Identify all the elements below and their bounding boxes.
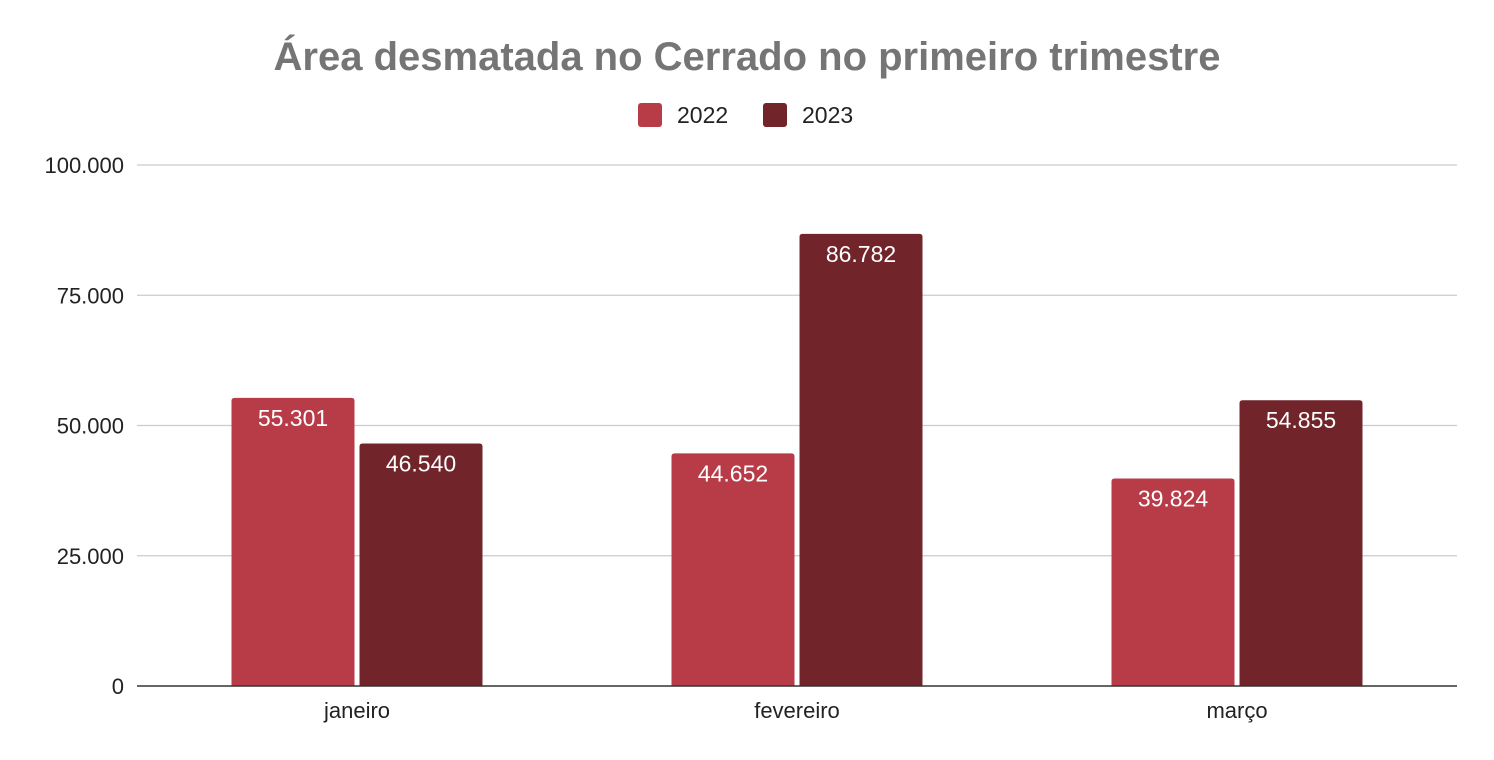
x-category-label: março (1206, 698, 1267, 723)
data-label-2023-janeiro: 46.540 (386, 451, 456, 477)
bar-2023-março (1239, 400, 1363, 686)
gridlines (137, 164, 1457, 557)
bar-2023-janeiro (359, 443, 483, 686)
legend-swatch-2022 (638, 103, 662, 127)
bar-2022-março (1111, 478, 1235, 686)
y-tick-label: 75.000 (57, 283, 124, 308)
y-tick-label: 0 (112, 674, 124, 699)
data-label-2023-fevereiro: 86.782 (826, 241, 896, 267)
legend-label-2022: 2022 (677, 102, 728, 128)
legend-item-2023: 2023 (763, 102, 853, 128)
x-category-label: janeiro (323, 698, 390, 723)
legend-swatch-2023 (763, 103, 787, 127)
legend: 2022 2023 (638, 102, 853, 128)
bars (231, 233, 1363, 686)
y-tick-label: 50.000 (57, 414, 124, 439)
data-label-2023-março: 54.855 (1266, 407, 1336, 433)
legend-item-2022: 2022 (638, 102, 728, 128)
bar-2023-fevereiro (799, 233, 923, 686)
data-label-2022-fevereiro: 44.652 (698, 460, 768, 486)
legend-label-2023: 2023 (802, 102, 853, 128)
x-axis-category-labels: janeiro fevereiro março (323, 698, 1268, 723)
y-tick-label: 25.000 (57, 544, 124, 569)
x-category-label: fevereiro (754, 698, 840, 723)
y-axis-tick-labels: 0 25.000 50.000 75.000 100.000 (44, 153, 124, 699)
data-label-2022-março: 39.824 (1138, 486, 1209, 512)
data-label-2022-janeiro: 55.301 (258, 405, 328, 431)
data-labels: 55.301 46.540 44.652 86.782 39.824 54.855 (258, 241, 1336, 512)
bar-2022-fevereiro (671, 453, 795, 686)
y-tick-label: 100.000 (44, 153, 124, 178)
bar-2022-janeiro (231, 397, 355, 686)
chart-title: Área desmatada no Cerrado no primeiro tr… (274, 34, 1221, 79)
